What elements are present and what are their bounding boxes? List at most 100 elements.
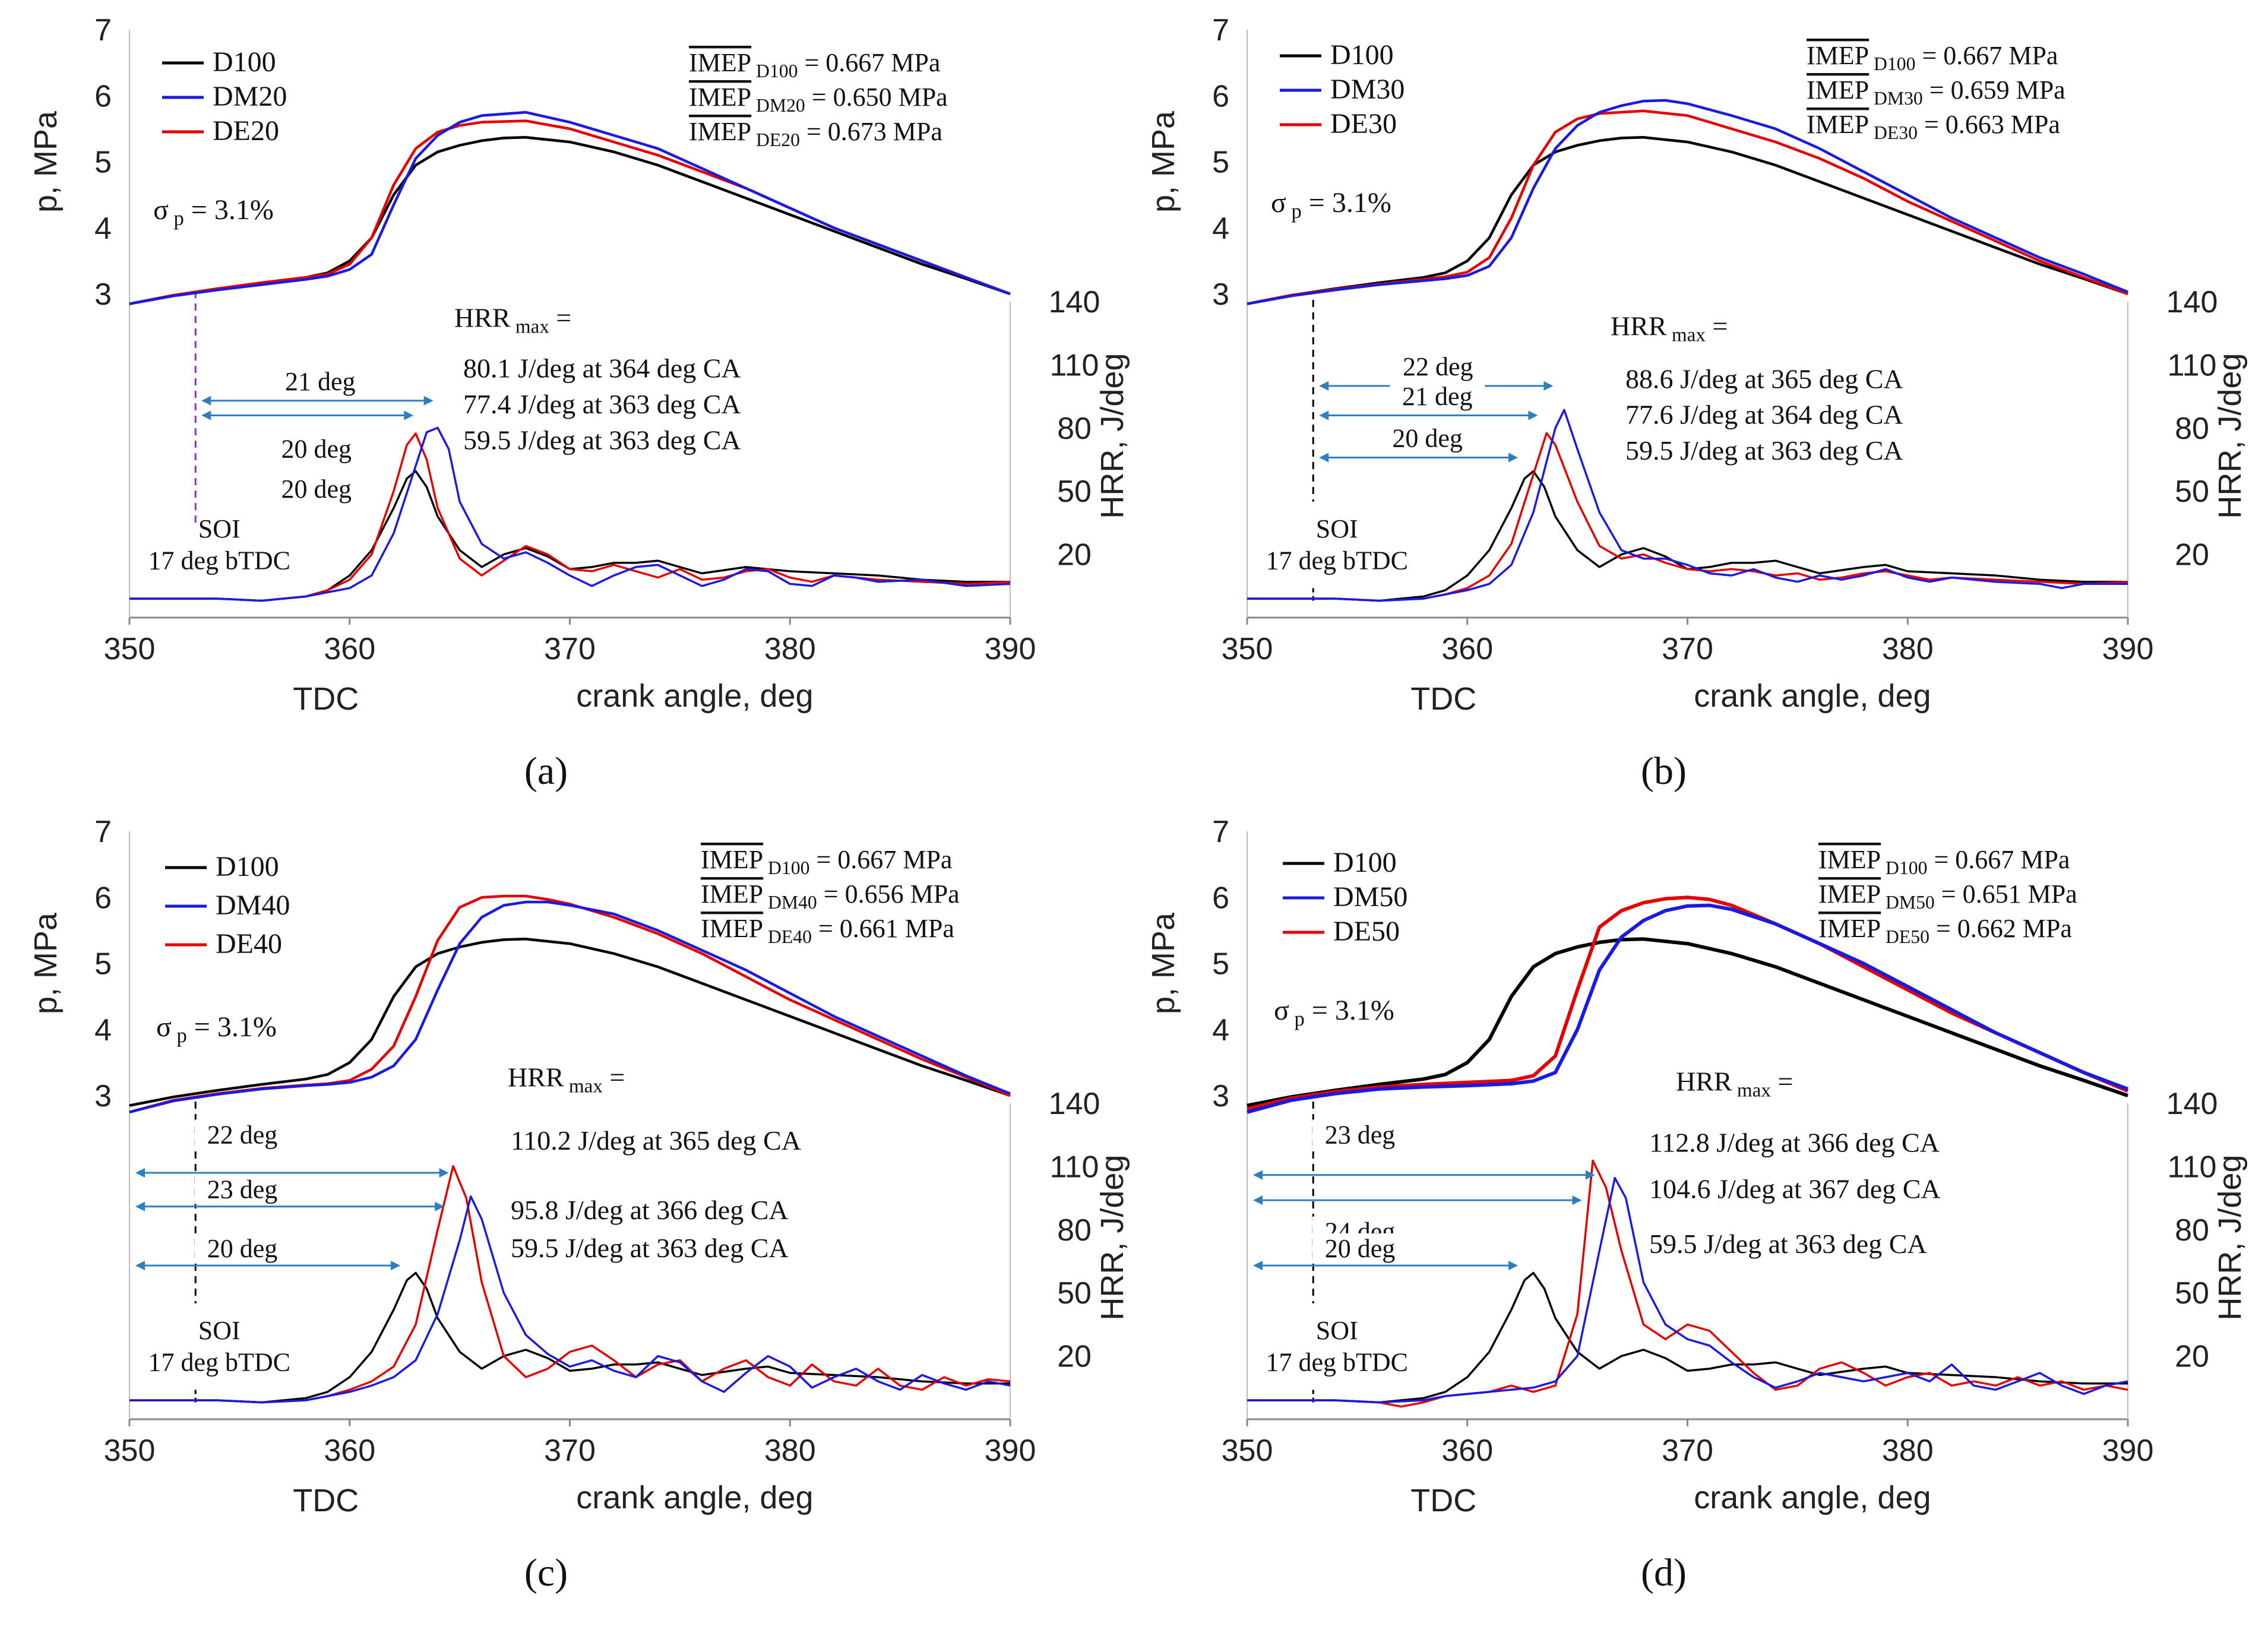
duration-arrow-head-right (1543, 381, 1554, 391)
legend-label: D100 (213, 46, 276, 78)
y-right-tick-label: 110 (2168, 348, 2217, 382)
imep-value-sub: DM20 (751, 95, 805, 116)
hrr-max-line: 59.5 J/deg at 363 deg CA (1649, 1229, 1927, 1259)
imep-value-base: IMEP (701, 914, 763, 943)
chart-panel-a: 350 360 370 380 390 3 4 5 6 7 20 50 80 110 140 p, MPa HR… (28, 13, 1130, 793)
duration-label-bg (195, 1174, 290, 1204)
hrr-max-title-base: HRR (1611, 311, 1667, 341)
imep-value-base: IMEP (689, 48, 751, 77)
y-right-axis-label: HRR, J/deg (1095, 1154, 1130, 1320)
y-right-tick-label: 20 (2175, 1340, 2209, 1374)
imep-value: IMEP DM40 = 0.656 MPa (701, 879, 960, 913)
duration-arrow-head-left (1253, 1261, 1263, 1271)
legend-label: D100 (1333, 847, 1397, 878)
duration-label-bg (1312, 1119, 1407, 1150)
x-tick-label: 370 (544, 632, 596, 666)
duration-label: 20 deg (207, 1234, 278, 1263)
duration-label: 21 deg (1402, 382, 1473, 411)
sigma-text-sub: p (1286, 200, 1302, 223)
panel-caption: (c) (524, 1551, 568, 1594)
tdc-label: TDC (293, 1483, 359, 1518)
x-axis-label: crank angle, deg (576, 678, 813, 714)
duration-arrow-head-left (135, 1168, 145, 1178)
y-left-tick-label: 5 (94, 145, 112, 180)
x-tick-label: 350 (1222, 1434, 1273, 1468)
y-right-tick-label: 140 (2166, 285, 2218, 319)
imep-value-sub: D100 (1869, 53, 1915, 74)
y-right-tick-label: 50 (2175, 1276, 2209, 1311)
y-left-tick-label: 7 (94, 815, 112, 849)
chart-panel-b: 350 360 370 380 390 3 4 5 6 7 20 50 80 110 140 p, MPa HR… (1146, 13, 2248, 793)
pressure-line-dm (1247, 903, 2129, 1114)
y-right-tick-label: 20 (1057, 1340, 1092, 1374)
y-left-tick-label: 3 (94, 1079, 112, 1113)
imep-value-sub: D100 (1881, 857, 1927, 878)
duration-label-bg (268, 433, 364, 464)
sigma-text-base: σ (156, 1011, 172, 1043)
y-left-axis-label: p, MPa (28, 912, 64, 1014)
imep-value-sub: DE20 (751, 129, 800, 150)
legend-label: D100 (1330, 39, 1394, 71)
y-right-tick-label: 80 (1057, 412, 1092, 446)
sigma-text: σ p = 3.1% (156, 1011, 277, 1047)
imep-value: IMEP DM20 = 0.650 MPa (689, 83, 948, 116)
y-right-tick-label: 50 (1057, 1276, 1092, 1311)
imep-value-value: = 0.659 MPa (1923, 75, 2065, 105)
imep-value-sub: DM40 (763, 892, 817, 913)
x-tick-label: 370 (1662, 1434, 1713, 1468)
legend-label: DE30 (1330, 108, 1397, 140)
duration-arrow-head-right (1585, 1170, 1595, 1180)
x-tick-label: 390 (2102, 632, 2154, 666)
imep-value-value: = 0.673 MPa (800, 117, 942, 146)
hrr-max-title-sub: max (1667, 324, 1706, 346)
duration-label-bg (1390, 352, 1486, 382)
y-right-tick-label: 20 (2175, 538, 2209, 572)
hrr-max-line: 59.5 J/deg at 363 deg CA (463, 425, 741, 455)
sigma-text-value: = 3.1% (1302, 187, 1391, 219)
imep-value-base: IMEP (1818, 879, 1881, 909)
imep-value-sub: DE30 (1869, 122, 1918, 143)
y-left-tick-label: 3 (1212, 277, 1229, 312)
hrr-line-de (129, 432, 1011, 602)
imep-value-sub: D100 (763, 857, 809, 878)
y-left-axis-label: p, MPa (1146, 912, 1181, 1014)
x-axis-label: crank angle, deg (1694, 1480, 1931, 1515)
duration-arrow-head-left (1319, 381, 1329, 391)
duration-label-bg (268, 473, 364, 504)
duration-arrow-head-left (1319, 452, 1329, 463)
imep-value: IMEP DE50 = 0.662 MPa (1818, 914, 2072, 947)
hrr-max-title: HRR max = (508, 1062, 625, 1097)
y-left-tick-label: 7 (94, 13, 112, 48)
imep-value-sub: DM30 (1869, 88, 1923, 109)
y-left-tick-label: 7 (1212, 13, 1229, 48)
soi-label: SOI (1316, 1316, 1358, 1345)
hrr-line-dm (129, 426, 1011, 602)
hrr-max-title: HRR max = (1676, 1067, 1793, 1102)
hrr-max-title-value: = (549, 303, 571, 333)
x-tick-label: 390 (985, 632, 1036, 666)
y-left-tick-label: 3 (94, 277, 112, 312)
imep-value-value: = 0.667 MPa (1915, 41, 2058, 70)
duration-arrow-head-left (135, 1201, 145, 1211)
y-right-tick-label: 110 (2168, 1150, 2217, 1184)
sigma-text-base: σ (1274, 995, 1289, 1026)
x-axis-label: crank angle, deg (576, 1480, 813, 1515)
imep-value-sub: DE40 (763, 926, 812, 947)
imep-value: IMEP DE40 = 0.661 MPa (701, 914, 954, 947)
y-left-axis-label: p, MPa (1146, 110, 1181, 213)
imep-value-base: IMEP (1818, 914, 1881, 943)
y-right-tick-label: 140 (2166, 1087, 2218, 1121)
y-left-tick-label: 4 (1212, 1013, 1229, 1048)
y-right-tick-label: 110 (1050, 348, 1099, 382)
hrr-line-dm (1247, 409, 2128, 602)
imep-value-value: = 0.661 MPa (812, 914, 954, 943)
imep-value-base: IMEP (1807, 75, 1869, 105)
pressure-line-d100 (1247, 136, 2128, 305)
hrr-max-line: 112.8 J/deg at 366 deg CA (1649, 1128, 1940, 1158)
hrr-max-title-sub: max (1732, 1080, 1772, 1102)
soi-label: SOI (198, 1316, 241, 1345)
legend-label: DE20 (213, 115, 279, 147)
duration-arrow-head-right (1508, 1261, 1519, 1271)
legend-label: DM50 (1333, 881, 1407, 913)
